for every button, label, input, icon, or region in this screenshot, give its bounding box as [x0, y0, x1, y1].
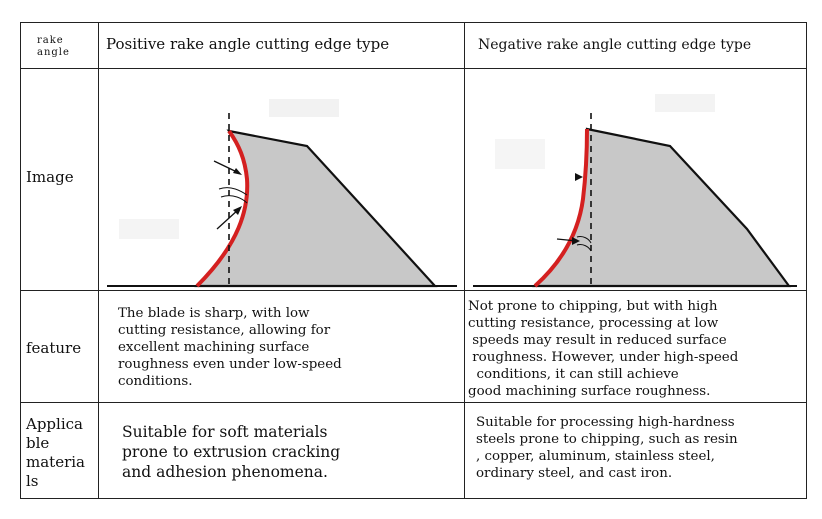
- feature-row-divider: [20, 402, 807, 403]
- bg-smudge: [655, 94, 715, 112]
- table-border-right: [806, 22, 807, 499]
- feature-negative-text: Not prone to chipping, but with high cut…: [468, 299, 739, 399]
- tool-body-shape: [532, 127, 792, 288]
- arrow-head: [233, 168, 242, 175]
- chip-curl-mark: [218, 187, 248, 196]
- header-positive-rake: Positive rake angle cutting edge type: [106, 35, 390, 53]
- image-row-divider: [20, 290, 807, 291]
- chip-curl-mark: [576, 244, 592, 252]
- materials-negative-text: Suitable for processing high-hardness st…: [476, 415, 738, 481]
- row-label-feature: feature: [26, 339, 82, 357]
- middle-column-divider: [464, 22, 465, 499]
- header-rake-angle: rake angle: [37, 35, 70, 58]
- materials-positive-text: Suitable for soft materials prone to ext…: [122, 423, 341, 481]
- chip-curl-mark: [576, 236, 592, 244]
- feature-positive-text: The blade is sharp, with low cutting res…: [118, 306, 342, 389]
- table-border-top: [20, 22, 807, 23]
- header-divider: [20, 68, 807, 69]
- header-negative-rake: Negative rake angle cutting edge type: [478, 37, 752, 53]
- row-label-image: Image: [26, 168, 74, 186]
- negative-rake-diagram: [465, 69, 806, 290]
- row-label-materials: Applica ble materia ls: [26, 415, 85, 490]
- positive-rake-diagram: [99, 69, 464, 290]
- cutting-edge-curve: [195, 129, 250, 288]
- positive-rake-svg: [107, 99, 457, 288]
- chip-curl-mark: [220, 195, 248, 204]
- bg-smudge: [119, 219, 179, 239]
- arrow-head: [233, 206, 242, 215]
- arrow-head: [572, 237, 580, 245]
- table-border-left: [20, 22, 21, 499]
- negative-rake-svg: [473, 94, 797, 288]
- table-border-bottom: [20, 498, 807, 499]
- bg-smudge: [269, 99, 339, 117]
- cutting-edge-curve: [533, 128, 589, 288]
- label-column-divider: [98, 22, 99, 499]
- bg-smudge: [495, 139, 545, 169]
- comparison-table: rake angle Positive rake angle cutting e…: [20, 22, 807, 499]
- arrow-head: [575, 173, 583, 181]
- tool-body-shape: [194, 129, 438, 288]
